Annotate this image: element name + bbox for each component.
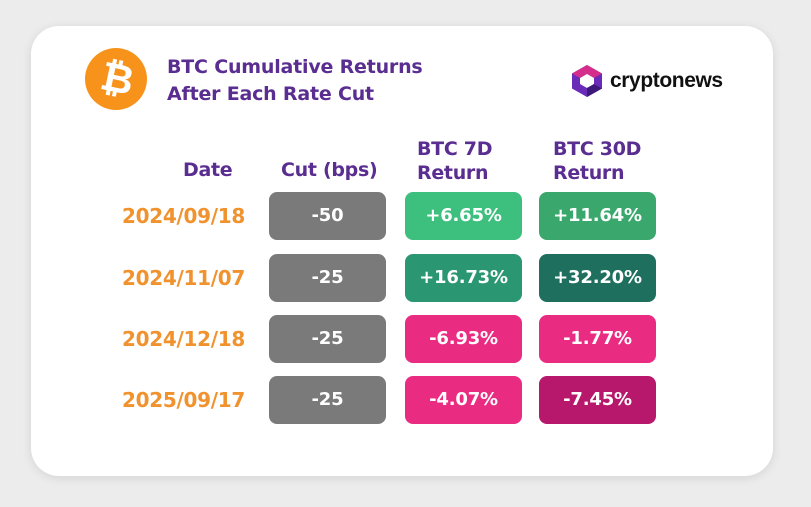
btc30d-cell: -1.77% xyxy=(539,315,656,363)
header-btc7d: BTC 7D Return xyxy=(417,137,493,185)
cryptonews-logo-icon xyxy=(572,65,602,97)
table-row: 2024/12/18 -25 -6.93% -1.77% xyxy=(31,315,773,363)
table-row: 2024/09/18 -50 +6.65% +11.64% xyxy=(31,192,773,240)
btc7d-cell: -6.93% xyxy=(405,315,522,363)
header-btc30d-line1: BTC 30D xyxy=(553,138,642,160)
btc7d-cell: +6.65% xyxy=(405,192,522,240)
header-cut: Cut (bps) xyxy=(281,159,378,181)
cut-cell: -25 xyxy=(269,254,386,302)
card-title: BTC Cumulative Returns After Each Rate C… xyxy=(167,54,423,108)
header-btc30d-line2: Return xyxy=(553,162,625,184)
btc30d-cell: +32.20% xyxy=(539,254,656,302)
date-cell: 2025/09/17 xyxy=(122,388,245,412)
table-row: 2025/09/17 -25 -4.07% -7.45% xyxy=(31,376,773,424)
brand-name: cryptonews xyxy=(610,69,723,92)
cut-cell: -25 xyxy=(269,376,386,424)
header-btc7d-line2: Return xyxy=(417,162,489,184)
cut-cell: -25 xyxy=(269,315,386,363)
title-line-1: BTC Cumulative Returns xyxy=(167,56,423,78)
cut-cell: -50 xyxy=(269,192,386,240)
returns-card: ₿ BTC Cumulative Returns After Each Rate… xyxy=(31,26,773,476)
title-line-2: After Each Rate Cut xyxy=(167,83,374,105)
btc7d-cell: +16.73% xyxy=(405,254,522,302)
table-row: 2024/11/07 -25 +16.73% +32.20% xyxy=(31,254,773,302)
header-btc30d: BTC 30D Return xyxy=(553,137,641,185)
header-btc7d-line1: BTC 7D xyxy=(417,138,493,160)
date-cell: 2024/11/07 xyxy=(122,266,245,290)
btc30d-cell: +11.64% xyxy=(539,192,656,240)
header-date: Date xyxy=(183,159,233,181)
btc30d-cell: -7.45% xyxy=(539,376,656,424)
date-cell: 2024/12/18 xyxy=(122,327,245,351)
btc7d-cell: -4.07% xyxy=(405,376,522,424)
cryptonews-brand: cryptonews xyxy=(569,64,723,98)
date-cell: 2024/09/18 xyxy=(122,204,245,228)
bitcoin-symbol: ₿ xyxy=(96,53,138,105)
bitcoin-icon: ₿ xyxy=(85,48,147,110)
